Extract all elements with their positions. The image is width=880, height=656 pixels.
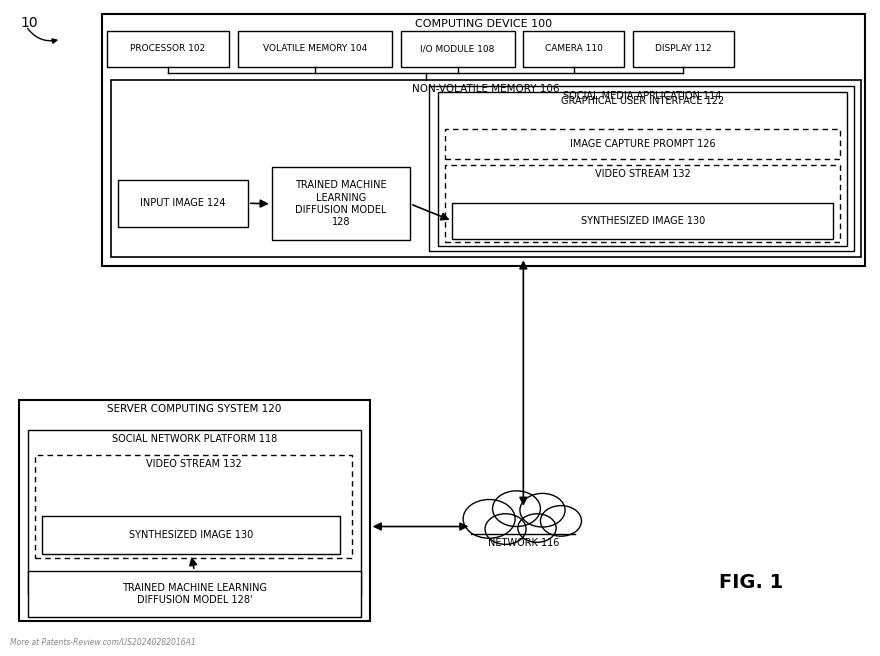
Text: SYNTHESIZED IMAGE 130: SYNTHESIZED IMAGE 130 [128,530,253,540]
Text: TRAINED MACHINE LEARNING
DIFFUSION MODEL 128': TRAINED MACHINE LEARNING DIFFUSION MODEL… [121,583,267,605]
Text: More at Patents-Review.com/US20240282016A1: More at Patents-Review.com/US20240282016… [11,638,196,647]
Circle shape [517,514,556,543]
Text: SOCIAL NETWORK PLATFORM 118: SOCIAL NETWORK PLATFORM 118 [112,434,277,445]
Text: INPUT IMAGE 124: INPUT IMAGE 124 [140,198,226,208]
Text: SERVER COMPUTING SYSTEM 120: SERVER COMPUTING SYSTEM 120 [107,405,282,415]
FancyBboxPatch shape [118,180,248,227]
FancyBboxPatch shape [102,14,865,266]
FancyBboxPatch shape [111,80,861,257]
Text: NON-VOLATILE MEMORY 106: NON-VOLATILE MEMORY 106 [413,85,560,94]
FancyBboxPatch shape [238,31,392,67]
Text: PROCESSOR 102: PROCESSOR 102 [130,44,206,53]
FancyBboxPatch shape [34,455,352,558]
Text: NETWORK 116: NETWORK 116 [488,539,559,548]
FancyBboxPatch shape [633,31,734,67]
FancyBboxPatch shape [106,31,230,67]
FancyBboxPatch shape [429,87,854,251]
FancyBboxPatch shape [438,92,847,246]
Text: VIDEO STREAM 132: VIDEO STREAM 132 [145,459,241,469]
Circle shape [493,491,540,527]
Text: VIDEO STREAM 132: VIDEO STREAM 132 [595,169,691,179]
Text: VOLATILE MEMORY 104: VOLATILE MEMORY 104 [263,44,367,53]
Circle shape [540,506,582,536]
Text: IMAGE CAPTURE PROMPT 126: IMAGE CAPTURE PROMPT 126 [570,140,715,150]
Text: COMPUTING DEVICE 100: COMPUTING DEVICE 100 [415,19,553,29]
Text: 10: 10 [21,16,39,30]
Circle shape [485,514,526,544]
Text: CAMERA 110: CAMERA 110 [545,44,603,53]
Text: SYNTHESIZED IMAGE 130: SYNTHESIZED IMAGE 130 [581,216,705,226]
FancyBboxPatch shape [27,430,361,594]
FancyBboxPatch shape [445,129,840,159]
Text: TRAINED MACHINE
LEARNING
DIFFUSION MODEL
128: TRAINED MACHINE LEARNING DIFFUSION MODEL… [295,180,386,228]
FancyBboxPatch shape [445,165,840,242]
Text: I/O MODULE 108: I/O MODULE 108 [421,44,495,53]
Text: GRAPHICAL USER INTERFACE 122: GRAPHICAL USER INTERFACE 122 [561,96,724,106]
FancyBboxPatch shape [41,516,340,554]
FancyBboxPatch shape [524,31,624,67]
Circle shape [520,493,565,527]
FancyBboxPatch shape [452,203,833,239]
Text: DISPLAY 112: DISPLAY 112 [655,44,712,53]
Text: SOCIAL MEDIA APPLICATION 114: SOCIAL MEDIA APPLICATION 114 [562,91,721,101]
Text: FIG. 1: FIG. 1 [719,573,783,592]
FancyBboxPatch shape [19,400,370,621]
Circle shape [463,499,515,538]
FancyBboxPatch shape [400,31,515,67]
FancyBboxPatch shape [472,523,576,534]
FancyBboxPatch shape [272,167,410,241]
FancyBboxPatch shape [27,571,361,617]
